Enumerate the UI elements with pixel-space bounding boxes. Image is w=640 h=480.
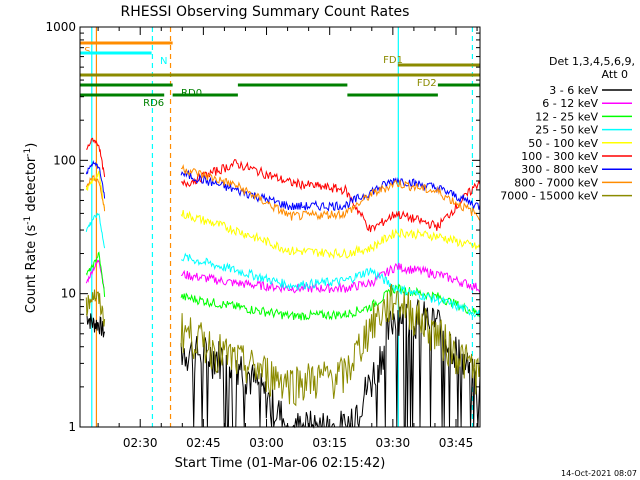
x-tick-label: 03:15 bbox=[312, 436, 347, 450]
legend-entry-label: 100 - 300 keV bbox=[521, 150, 598, 163]
y-tick-label: 1 bbox=[68, 420, 76, 434]
series-line bbox=[180, 169, 481, 212]
legend-header-2: Att 0 bbox=[602, 68, 628, 81]
series-line bbox=[180, 298, 481, 429]
legend-entry-label: 7000 - 15000 keV bbox=[500, 190, 598, 203]
y-axis-label: Count Rate (s-1 detector-1) bbox=[23, 143, 39, 314]
series-line bbox=[85, 312, 106, 338]
series-line bbox=[181, 252, 481, 319]
legend-entry-label: 800 - 7000 keV bbox=[514, 176, 598, 189]
series-line bbox=[181, 262, 481, 294]
legend-header: Det 1,3,4,5,6,9, bbox=[549, 55, 635, 68]
series-line bbox=[85, 170, 106, 209]
series-line bbox=[85, 174, 106, 212]
y-tick-label: 100 bbox=[53, 153, 76, 167]
series-line bbox=[180, 159, 481, 233]
flag-label: FD1 bbox=[383, 55, 403, 66]
series-line bbox=[85, 289, 106, 327]
y-axis-ticks: 1 10 100 1000 bbox=[45, 20, 480, 434]
x-axis-label: Start Time (01-Mar-06 02:15:42) bbox=[175, 456, 386, 471]
legend-entry-label: 300 - 800 keV bbox=[521, 163, 598, 176]
legend-entry-label: 3 - 6 keV bbox=[549, 84, 598, 97]
flag-label: N bbox=[160, 56, 167, 67]
series-line bbox=[85, 160, 106, 199]
series-line bbox=[180, 284, 481, 407]
x-tick-label: 03:45 bbox=[439, 436, 474, 450]
series-line bbox=[86, 137, 106, 178]
series-line bbox=[180, 163, 481, 221]
series-lines bbox=[85, 137, 481, 429]
plot-frame bbox=[79, 26, 481, 428]
x-axis-ticks: 02:30 02:45 03:00 03:15 03:30 03:45 bbox=[97, 27, 478, 450]
flag-bars: SNFD1FD2RD0RD6 bbox=[80, 41, 480, 109]
series-line bbox=[85, 251, 106, 297]
series-line bbox=[85, 212, 106, 249]
x-tick-label: 03:00 bbox=[249, 436, 284, 450]
legend-entry-label: 6 - 12 keV bbox=[542, 97, 598, 110]
plot-area bbox=[91, 27, 474, 427]
x-tick-label: 03:30 bbox=[376, 436, 411, 450]
legend-entry-label: 50 - 100 keV bbox=[528, 137, 598, 150]
legend-entry-label: 25 - 50 keV bbox=[535, 124, 598, 137]
timestamp: 14-Oct-2021 08:07 bbox=[561, 469, 637, 478]
flag-label: FD2 bbox=[417, 78, 437, 89]
legend-entry-label: 12 - 25 keV bbox=[535, 110, 598, 123]
flag-label: RD6 bbox=[143, 98, 164, 109]
y-tick-label: 10 bbox=[61, 287, 76, 301]
y-tick-label: 1000 bbox=[45, 20, 76, 34]
chart-title: RHESSI Observing Summary Count Rates bbox=[121, 4, 410, 20]
series-line bbox=[180, 210, 481, 260]
x-tick-label: 02:45 bbox=[186, 436, 221, 450]
x-tick-label: 02:30 bbox=[123, 436, 158, 450]
